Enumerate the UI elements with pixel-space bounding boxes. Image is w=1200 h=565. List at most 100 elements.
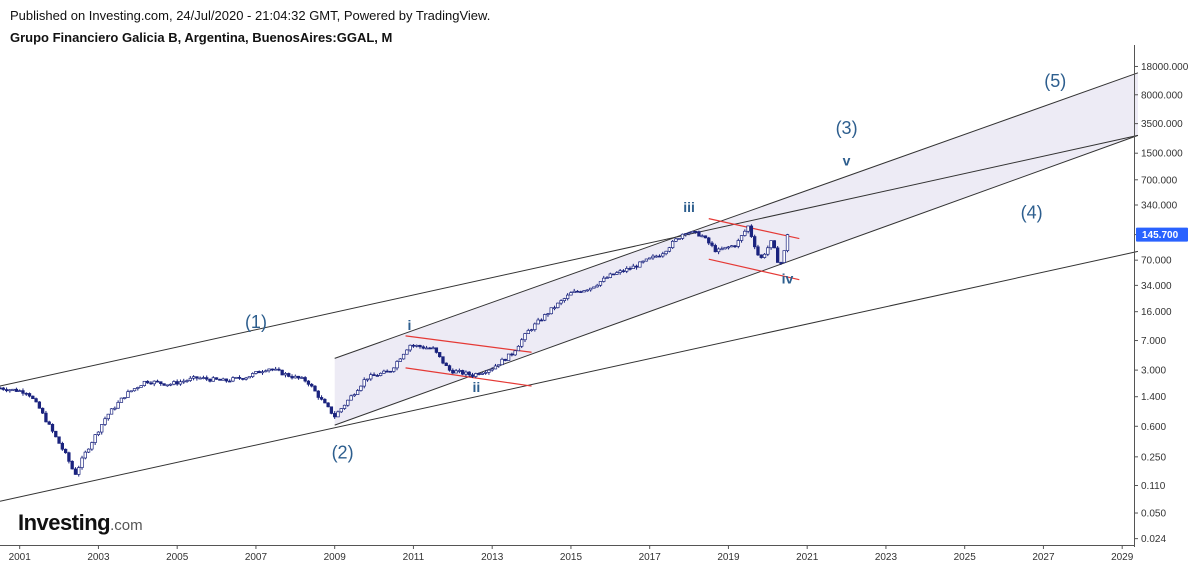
candle-body-210 xyxy=(687,232,691,235)
wave-label-9: iv xyxy=(782,270,794,286)
y-tick-label-8: 34.000 xyxy=(1141,281,1172,292)
candle-body-44 xyxy=(142,380,147,386)
candle-body-237 xyxy=(776,247,780,263)
candle-body-50 xyxy=(162,383,166,386)
logo-suffix: .com xyxy=(110,517,143,534)
candle-body-138 xyxy=(451,369,455,374)
candle-body-173 xyxy=(566,294,570,299)
candle-body-117 xyxy=(382,370,386,374)
candle-body-59 xyxy=(191,376,196,379)
candle-body-158 xyxy=(516,345,521,352)
candle-body-0 xyxy=(0,387,2,390)
candle-body-189 xyxy=(618,270,622,273)
candle-body-205 xyxy=(671,240,675,249)
candle-body-222 xyxy=(726,246,731,249)
candle-body-216 xyxy=(707,237,711,244)
candle-body-167 xyxy=(546,313,550,316)
candle-body-179 xyxy=(585,289,589,292)
candle-body-10 xyxy=(31,395,35,399)
candle-body-141 xyxy=(461,370,465,375)
candle-body-195 xyxy=(638,261,642,268)
candle-body-18 xyxy=(57,436,61,444)
candle-body-191 xyxy=(625,268,629,272)
candle-body-137 xyxy=(447,365,452,371)
candle-body-155 xyxy=(506,353,511,361)
candle-body-113 xyxy=(369,374,373,380)
candle-body-94 xyxy=(306,380,311,385)
candle-body-212 xyxy=(693,231,698,233)
candle-body-13 xyxy=(41,407,45,414)
candle-body-146 xyxy=(477,373,481,375)
candle-body-163 xyxy=(533,323,537,331)
candle-body-236 xyxy=(772,240,777,249)
candle-body-110 xyxy=(359,385,363,391)
candle-body-11 xyxy=(34,398,38,403)
candle-body-87 xyxy=(283,373,288,376)
candle-body-104 xyxy=(339,408,343,413)
x-tick-label-1: 2003 xyxy=(87,552,110,563)
candle-body-149 xyxy=(487,369,491,373)
candle-body-182 xyxy=(595,284,599,288)
candle-body-111 xyxy=(362,379,366,387)
wave-label-7: ii xyxy=(473,379,481,395)
candle-body-226 xyxy=(739,235,744,241)
candle-body-47 xyxy=(152,380,156,385)
candle-body-56 xyxy=(182,380,186,383)
correction-line-4 xyxy=(708,258,800,281)
candle-body-235 xyxy=(769,240,773,249)
candle-body-46 xyxy=(149,382,153,385)
candle-body-109 xyxy=(356,390,360,395)
candle-body-107 xyxy=(349,395,353,401)
candle-body-145 xyxy=(474,373,478,377)
candle-body-211 xyxy=(690,231,694,234)
candle-body-96 xyxy=(313,385,317,392)
candle-body-201 xyxy=(657,255,662,258)
candle-body-100 xyxy=(326,402,330,408)
candle-body-148 xyxy=(483,372,488,374)
candle-body-57 xyxy=(185,380,189,382)
candle-body-175 xyxy=(572,290,576,293)
candle-body-176 xyxy=(575,290,580,293)
candle-body-3 xyxy=(8,389,12,392)
candle-body-131 xyxy=(428,347,432,350)
candle-body-78 xyxy=(254,371,258,374)
candle-body-31 xyxy=(100,424,104,433)
candle-body-80 xyxy=(260,371,265,374)
candle-body-67 xyxy=(218,378,222,381)
y-tick-label-0: 18000.000 xyxy=(1141,62,1189,73)
published-info: Published on Investing.com, 24/Jul/2020 … xyxy=(10,8,491,23)
candle-body-37 xyxy=(119,397,124,403)
candle-body-160 xyxy=(523,333,527,341)
candle-body-147 xyxy=(480,372,484,375)
candle-body-88 xyxy=(287,373,291,377)
candle-body-95 xyxy=(310,383,314,387)
correction-line-1 xyxy=(405,335,532,353)
candle-body-34 xyxy=(109,408,114,415)
x-tick-label-3: 2007 xyxy=(245,552,268,563)
candle-body-17 xyxy=(54,430,58,438)
y-tick-label-16: 0.050 xyxy=(1141,509,1166,520)
candle-body-178 xyxy=(582,290,586,293)
x-tick-label-9: 2019 xyxy=(717,552,740,563)
candle-body-25 xyxy=(80,457,84,468)
wave-channel-shade xyxy=(334,72,1138,426)
candle-body-159 xyxy=(520,339,524,347)
candle-body-240 xyxy=(785,234,790,252)
candle-body-71 xyxy=(231,377,235,382)
candle-body-153 xyxy=(500,358,504,366)
candle-body-139 xyxy=(454,370,458,374)
candle-body-86 xyxy=(280,369,284,376)
candle-body-20 xyxy=(63,448,68,454)
logo-main: Investing xyxy=(18,510,111,535)
candle-body-143 xyxy=(467,371,471,376)
candle-body-198 xyxy=(648,257,652,260)
candle-body-121 xyxy=(395,361,399,369)
candle-body-168 xyxy=(549,307,553,315)
candle-body-40 xyxy=(129,390,133,393)
candle-body-21 xyxy=(67,452,71,462)
candle-body-93 xyxy=(303,377,307,382)
candle-body-142 xyxy=(464,371,468,375)
x-tick-label-4: 2009 xyxy=(324,552,347,563)
candle-body-172 xyxy=(562,298,567,302)
